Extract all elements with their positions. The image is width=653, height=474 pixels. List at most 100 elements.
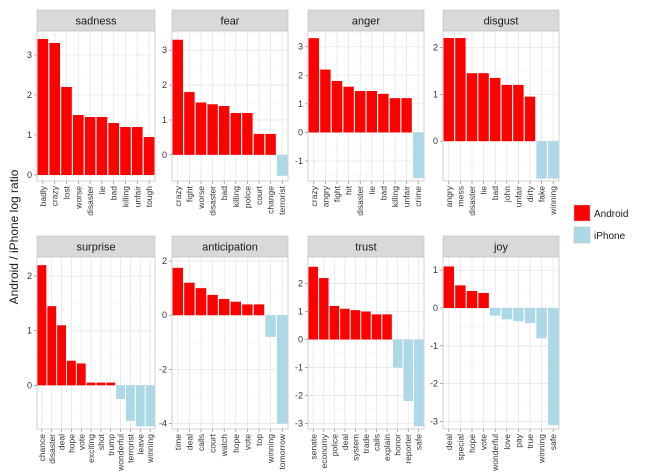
y-tick-label: 1	[433, 265, 438, 275]
y-tick-label: 0	[433, 303, 438, 313]
facet-trust: trust -3 -2 -1 0 1 2 senate economy police deal sys…	[295, 235, 425, 469]
x-tick-label: lost	[62, 185, 72, 199]
y-tick-label: 0	[298, 127, 303, 137]
x-tick-label: calls	[196, 434, 206, 451]
x-tick-label: fake	[537, 186, 547, 202]
y-tick-label: -2	[430, 379, 438, 389]
facet-disgust: disgust 0 1 2 angry mess disaster lie bad john unf…	[433, 9, 560, 216]
bar-pay	[513, 308, 524, 322]
x-tick-label: crazy	[50, 185, 60, 206]
bar-crazy	[49, 43, 61, 175]
facet-title: surprise	[76, 242, 115, 254]
facet-sadness: sadness 0 1 2 3 badly crazy lost worse disaster li…	[27, 9, 156, 216]
bar-lie	[366, 91, 378, 133]
x-tick-label: safe	[548, 434, 558, 450]
facet-title: sadness	[76, 16, 117, 28]
x-tick-label: pay	[513, 433, 523, 447]
x-tick-label: deal	[340, 434, 350, 450]
x-tick-label: disaster	[85, 186, 95, 216]
x-tick-label: deal	[184, 434, 194, 450]
bar-worse	[72, 115, 84, 175]
y-tick-label: 0	[298, 335, 303, 345]
bar-disaster	[207, 104, 218, 155]
bar-wonderful	[489, 308, 501, 316]
bar-disaster	[354, 91, 366, 133]
x-tick-label: hit	[344, 185, 354, 195]
y-tick-label: 2	[162, 80, 167, 90]
y-tick-label: 2	[27, 90, 32, 100]
bar-hope	[230, 301, 242, 316]
x-tick-label: disaster	[467, 186, 477, 216]
x-tick-label: senate	[308, 434, 318, 460]
y-tick-label: 1	[298, 99, 303, 109]
bar-time	[172, 267, 184, 316]
bar-winning	[536, 308, 547, 339]
bar-chance	[37, 265, 47, 386]
bar-lost	[61, 87, 72, 175]
y-tick-label: 2	[298, 70, 303, 80]
bar-deal	[184, 282, 195, 316]
x-tick-label: disaster	[355, 186, 365, 216]
bars	[37, 265, 155, 427]
y-tick-label: -2	[159, 364, 167, 374]
bar-hope	[66, 360, 76, 386]
bar-economy	[319, 277, 329, 340]
bar-killing	[120, 127, 131, 175]
bars	[443, 38, 559, 179]
x-tick-label: safe	[414, 434, 424, 450]
bar-crazy	[308, 38, 320, 133]
bar-winning	[547, 141, 559, 179]
x-tick-label: hope	[231, 434, 241, 453]
x-tick-label: disaster	[47, 434, 57, 464]
bar-tough	[143, 137, 155, 175]
bar-trump	[106, 382, 116, 386]
y-tick-label: 0	[162, 310, 167, 320]
x-tick-label: top	[254, 434, 264, 446]
bar-court	[253, 133, 265, 155]
x-tick-label: trump	[106, 434, 116, 456]
x-tick-label: unfair	[402, 186, 412, 207]
legend-label-android: Android	[594, 209, 628, 220]
bar-crazy	[172, 39, 184, 155]
x-tick-label: system	[350, 434, 360, 461]
x-tick-label: winning	[266, 434, 276, 464]
x-tick-label: bad	[109, 186, 119, 200]
x-tick-label: killing	[121, 186, 131, 208]
bar-fake	[536, 141, 547, 179]
legend-swatch-iphone	[573, 226, 591, 244]
x-tick-label: fight	[184, 185, 194, 202]
bar-wonderful	[116, 385, 126, 399]
bar-terrorist	[276, 154, 288, 176]
x-tick-label: exciting	[86, 434, 96, 463]
bar-dirty	[524, 96, 536, 142]
bar-disaster	[47, 306, 57, 386]
x-tick-label: crime	[413, 186, 423, 207]
x-tick-label: angry	[444, 185, 454, 207]
bars	[172, 267, 288, 424]
bar-lie	[96, 117, 108, 175]
bars	[172, 39, 288, 176]
x-tick-label: killing	[390, 186, 400, 208]
y-tick-label: 0	[433, 136, 438, 146]
bar-watch	[218, 298, 230, 316]
bar-calls	[195, 288, 207, 316]
y-tick-label: 1	[27, 326, 32, 336]
x-tick-label: trade	[361, 434, 371, 454]
x-tick-label: worse	[196, 186, 206, 210]
facet-joy: joy -3 -2 -1 0 1 deal special hope vote wonderful l…	[430, 235, 560, 472]
bar-trade	[361, 311, 371, 340]
bar-top	[253, 304, 265, 316]
x-tick-label: lie	[367, 186, 377, 195]
y-tick-label: -3	[295, 418, 303, 428]
legend-swatch-android	[573, 204, 591, 222]
bar-deal	[443, 266, 455, 309]
y-tick-label: -1	[295, 362, 303, 372]
x-tick-label: bad	[490, 186, 500, 200]
bar-badly	[37, 39, 49, 175]
legend-label-iphone: iPhone	[594, 231, 626, 242]
bars	[37, 39, 155, 175]
bar-tomorrow	[276, 315, 288, 424]
x-tick-label: vote	[242, 434, 252, 450]
